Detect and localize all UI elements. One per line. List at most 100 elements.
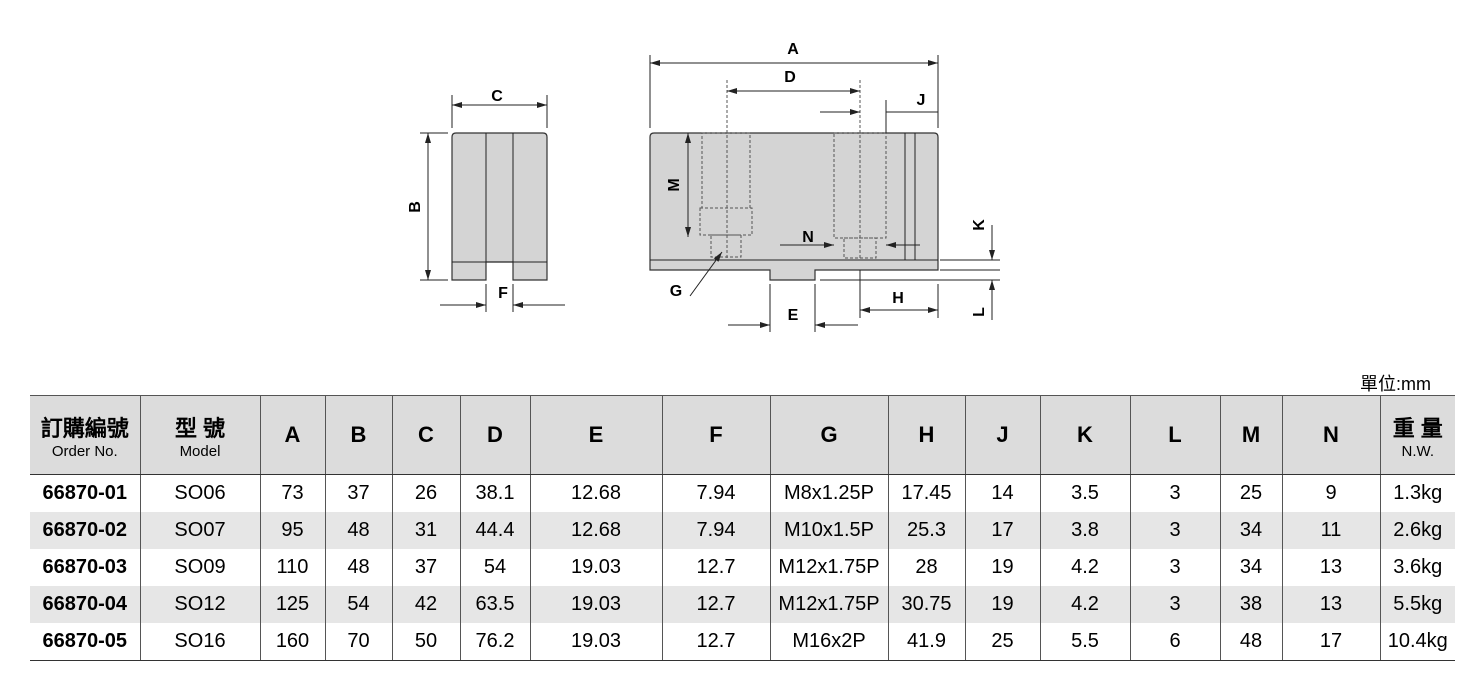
- table-cell: M8x1.25P: [769, 474, 889, 512]
- table-cell: 28: [887, 549, 966, 586]
- dim-label: J: [917, 92, 926, 109]
- header-text: 重 量: [1392, 415, 1443, 441]
- header-text: M: [1241, 422, 1261, 447]
- header-cell: 重 量 N.W.: [1379, 395, 1455, 475]
- dim-label: H: [892, 290, 904, 307]
- table-cell: 38: [1219, 586, 1283, 623]
- header-text: E: [588, 422, 604, 447]
- table-cell: 25: [1219, 474, 1283, 512]
- header-cell: E: [529, 395, 663, 475]
- table-cell: 3: [1129, 586, 1221, 623]
- header-text: J: [996, 422, 1009, 447]
- table-cell: 37: [391, 549, 461, 586]
- table-cell: SO12: [139, 586, 261, 623]
- table-cell: 17: [964, 512, 1041, 549]
- table-cell: 125: [259, 586, 326, 623]
- table-cell: 3: [1129, 549, 1221, 586]
- spec-table: 訂購編號 Order No. 型 號 Model A B C D E F G H J K L M N 重 量 N.W…: [30, 395, 1455, 661]
- table-cell: 19.03: [529, 623, 663, 661]
- header-row: 訂購編號 Order No. 型 號 Model A B C D E F G H J K L M N 重 量 N.W…: [30, 395, 1455, 475]
- header-cell: N: [1281, 395, 1381, 475]
- table-cell: M12x1.75P: [769, 586, 889, 623]
- data-row: 66870-05 SO16 160 70 50 76.2 19.03 12.7 M16x2P 41…: [30, 623, 1455, 661]
- table-cell: 54: [324, 586, 393, 623]
- table-cell: 12.68: [529, 474, 663, 512]
- header-text: 型 號: [174, 415, 226, 441]
- table-cell: 76.2: [459, 623, 531, 661]
- table-cell: 30.75: [887, 586, 966, 623]
- header-cell: 型 號 Model: [139, 395, 261, 475]
- table-cell: 42: [391, 586, 461, 623]
- dim-label: M: [666, 178, 683, 191]
- table-cell: 66870-01: [30, 474, 141, 512]
- table-cell: M10x1.5P: [769, 512, 889, 549]
- table-cell: 19.03: [529, 586, 663, 623]
- header-text: H: [918, 422, 935, 447]
- dim-label: N: [802, 229, 814, 246]
- table-cell: 54: [459, 549, 531, 586]
- table-cell: 3.8: [1039, 512, 1131, 549]
- table-cell: SO07: [139, 512, 261, 549]
- table-cell: 41.9: [887, 623, 966, 661]
- table-cell: 3: [1129, 512, 1221, 549]
- data-row: 66870-03 SO09 110 48 37 54 19.03 12.7 M12x1.75P 2…: [30, 549, 1455, 586]
- table-cell: 3: [1129, 474, 1221, 512]
- table-cell: 37: [324, 474, 393, 512]
- table-cell: 110: [259, 549, 326, 586]
- table-cell: 73: [259, 474, 326, 512]
- header-cell: C: [391, 395, 461, 475]
- table-cell: 2.6kg: [1379, 512, 1455, 549]
- table-cell: 19: [964, 586, 1041, 623]
- table-cell: 12.68: [529, 512, 663, 549]
- header-text: A: [284, 422, 301, 447]
- dim-label: B: [407, 201, 424, 213]
- header-cell: F: [661, 395, 771, 475]
- table-cell: 50: [391, 623, 461, 661]
- table-cell: 63.5: [459, 586, 531, 623]
- table-cell: 14: [964, 474, 1041, 512]
- table-cell: 19: [964, 549, 1041, 586]
- header-cell: B: [324, 395, 393, 475]
- header-cell: J: [964, 395, 1041, 475]
- table-cell: 48: [324, 512, 393, 549]
- header-text: B: [350, 422, 367, 447]
- data-row: 66870-04 SO12 125 54 42 63.5 19.03 12.7 M12x1.75…: [30, 586, 1455, 623]
- table-cell: 19.03: [529, 549, 663, 586]
- table-cell: SO16: [139, 623, 261, 661]
- table-cell: 4.2: [1039, 586, 1131, 623]
- table-cell: 10.4kg: [1379, 623, 1455, 661]
- header-text: C: [418, 422, 434, 447]
- header-text: 訂購編號: [40, 415, 129, 441]
- header-cell: H: [887, 395, 966, 475]
- table-cell: SO09: [139, 549, 261, 586]
- header-text: N: [1323, 422, 1339, 447]
- header-cell: K: [1039, 395, 1131, 475]
- dim-label: G: [670, 283, 682, 300]
- table-cell: 25.3: [887, 512, 966, 549]
- table-cell: 7.94: [661, 474, 771, 512]
- table-cell: 66870-02: [30, 512, 141, 549]
- dim-label: L: [971, 307, 988, 317]
- table-cell: 4.2: [1039, 549, 1131, 586]
- table-cell: 3.6kg: [1379, 549, 1455, 586]
- header-subtext: Order No.: [51, 442, 118, 460]
- header-text: L: [1168, 422, 1182, 447]
- drawing: C B F A D J M N K L G E H: [407, 41, 1000, 332]
- table-cell: 12.7: [661, 586, 771, 623]
- dim-label: F: [498, 285, 508, 302]
- dim-label: K: [971, 219, 988, 231]
- header-cell: G: [769, 395, 889, 475]
- table-cell: 13: [1281, 549, 1381, 586]
- table-cell: M16x2P: [769, 623, 889, 661]
- table-cell: 160: [259, 623, 326, 661]
- table-cell: 13: [1281, 586, 1381, 623]
- table-cell: M12x1.75P: [769, 549, 889, 586]
- header-cell: L: [1129, 395, 1221, 475]
- table-cell: 38.1: [459, 474, 531, 512]
- header-subtext: N.W.: [1401, 442, 1435, 460]
- table-cell: 12.7: [661, 549, 771, 586]
- dim-label: E: [788, 307, 799, 324]
- table-cell: 6: [1129, 623, 1221, 661]
- header-subtext: Model: [179, 442, 221, 460]
